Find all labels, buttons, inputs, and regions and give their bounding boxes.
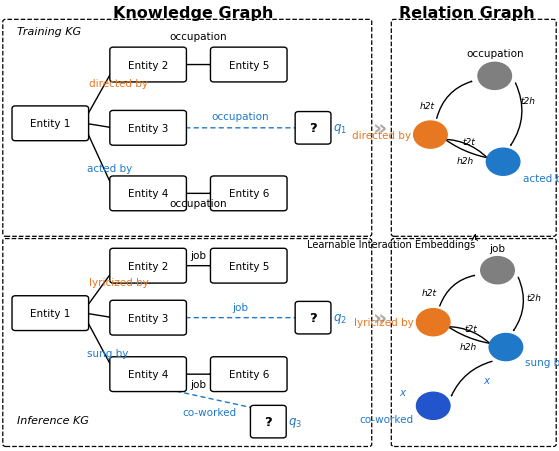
- Text: Entity 3: Entity 3: [128, 124, 168, 133]
- FancyBboxPatch shape: [110, 357, 187, 391]
- Text: t2h: t2h: [521, 97, 536, 106]
- Text: job: job: [490, 244, 505, 253]
- Text: Learnable Interaction Embeddings: Learnable Interaction Embeddings: [307, 240, 475, 250]
- Text: »: »: [373, 308, 387, 328]
- Text: Entity 6: Entity 6: [229, 189, 269, 199]
- Text: h2h: h2h: [457, 156, 474, 166]
- Text: x: x: [484, 375, 489, 385]
- Text: Entity 2: Entity 2: [128, 60, 168, 70]
- Text: directed by: directed by: [352, 130, 411, 140]
- Text: x: x: [400, 387, 405, 397]
- Circle shape: [416, 309, 450, 336]
- Text: occupation: occupation: [169, 32, 228, 41]
- FancyBboxPatch shape: [210, 249, 287, 284]
- Text: Entity 3: Entity 3: [128, 313, 168, 323]
- Text: acted by: acted by: [87, 164, 132, 174]
- Text: Entity 1: Entity 1: [30, 119, 70, 129]
- Text: job: job: [191, 379, 206, 389]
- Circle shape: [489, 334, 523, 361]
- Text: ?: ?: [309, 122, 317, 135]
- Circle shape: [486, 149, 520, 176]
- Text: job: job: [233, 302, 248, 312]
- Text: ?: ?: [309, 312, 317, 324]
- Text: $q_2$: $q_2$: [333, 311, 347, 325]
- Text: h2t: h2t: [421, 289, 436, 298]
- FancyBboxPatch shape: [210, 177, 287, 211]
- Text: directed by: directed by: [89, 79, 149, 89]
- FancyBboxPatch shape: [295, 112, 331, 145]
- Text: Inference KG: Inference KG: [17, 415, 89, 425]
- Text: co-worked: co-worked: [183, 407, 236, 417]
- FancyBboxPatch shape: [3, 239, 372, 446]
- Text: occupation: occupation: [169, 198, 228, 208]
- FancyBboxPatch shape: [110, 111, 187, 146]
- Text: $q_3$: $q_3$: [288, 415, 302, 428]
- Text: Entity 6: Entity 6: [229, 369, 269, 379]
- Text: h2h: h2h: [460, 342, 477, 351]
- Text: Entity 5: Entity 5: [229, 60, 269, 70]
- Text: acted by: acted by: [523, 174, 559, 184]
- Text: t2t: t2t: [462, 138, 475, 147]
- FancyBboxPatch shape: [391, 20, 556, 237]
- Circle shape: [414, 122, 447, 149]
- Circle shape: [478, 63, 511, 90]
- Text: lyricized by: lyricized by: [89, 277, 149, 287]
- Text: job: job: [191, 250, 206, 260]
- Text: occupation: occupation: [466, 49, 524, 59]
- Text: t2h: t2h: [527, 293, 541, 302]
- Text: Relation Graph: Relation Graph: [399, 6, 534, 21]
- FancyBboxPatch shape: [295, 302, 331, 334]
- FancyBboxPatch shape: [12, 296, 88, 331]
- Circle shape: [416, 392, 450, 419]
- Text: Entity 4: Entity 4: [128, 189, 168, 199]
- FancyBboxPatch shape: [391, 239, 556, 446]
- Text: Entity 5: Entity 5: [229, 261, 269, 271]
- Text: co-worked: co-worked: [359, 414, 414, 424]
- FancyBboxPatch shape: [210, 357, 287, 391]
- FancyBboxPatch shape: [3, 20, 372, 237]
- Text: sung by: sung by: [525, 357, 559, 367]
- Text: Training KG: Training KG: [17, 27, 81, 37]
- Text: Knowledge Graph: Knowledge Graph: [113, 6, 273, 21]
- Text: $q_1$: $q_1$: [333, 122, 347, 135]
- FancyBboxPatch shape: [110, 177, 187, 211]
- Text: »: »: [373, 119, 387, 138]
- Text: occupation: occupation: [211, 112, 269, 122]
- Text: Entity 1: Entity 1: [30, 308, 70, 318]
- FancyBboxPatch shape: [210, 48, 287, 83]
- Circle shape: [481, 257, 514, 284]
- Text: Entity 2: Entity 2: [128, 261, 168, 271]
- Text: ?: ?: [264, 415, 272, 428]
- Text: lyricized by: lyricized by: [354, 318, 414, 327]
- FancyBboxPatch shape: [110, 48, 187, 83]
- Text: h2t: h2t: [420, 101, 435, 110]
- Text: sung by: sung by: [87, 349, 128, 359]
- FancyBboxPatch shape: [12, 107, 88, 142]
- FancyBboxPatch shape: [110, 301, 187, 336]
- FancyBboxPatch shape: [250, 405, 286, 438]
- Text: t2t: t2t: [465, 324, 477, 333]
- FancyBboxPatch shape: [110, 249, 187, 284]
- Text: Entity 4: Entity 4: [128, 369, 168, 379]
